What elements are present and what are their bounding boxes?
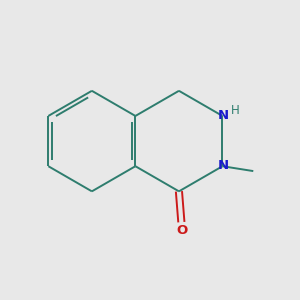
Text: H: H — [231, 104, 240, 117]
Text: N: N — [218, 109, 229, 122]
Text: N: N — [218, 159, 229, 172]
Text: O: O — [177, 224, 188, 237]
